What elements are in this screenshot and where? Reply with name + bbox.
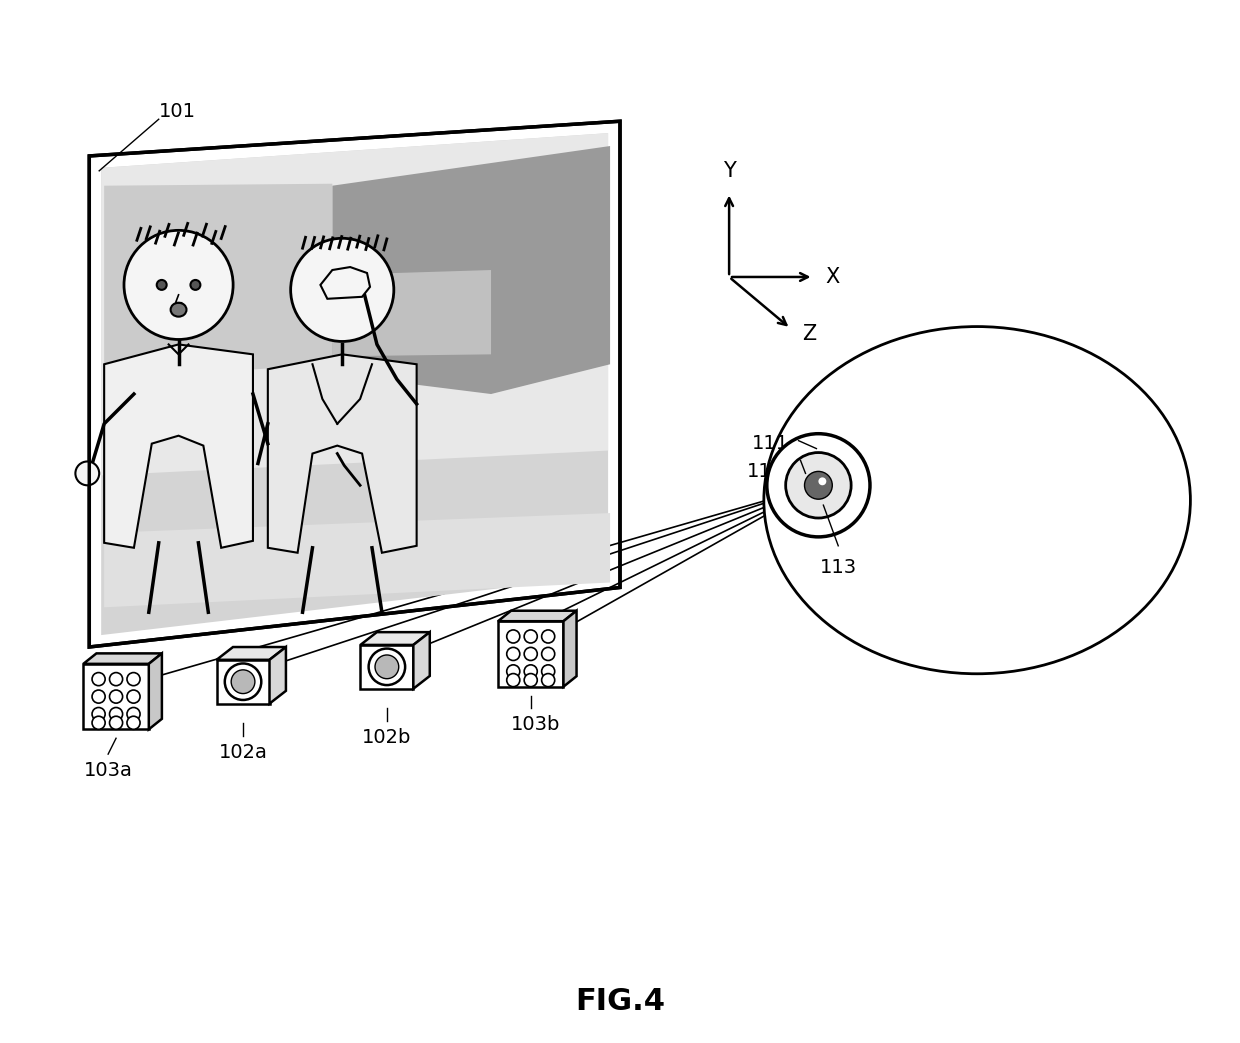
- Polygon shape: [149, 653, 162, 729]
- Text: Y: Y: [723, 161, 735, 180]
- Circle shape: [542, 648, 554, 660]
- Polygon shape: [498, 611, 577, 622]
- Circle shape: [374, 655, 399, 679]
- Circle shape: [126, 707, 140, 721]
- Polygon shape: [361, 645, 413, 688]
- Text: 113: 113: [820, 558, 857, 577]
- Circle shape: [109, 673, 123, 685]
- Polygon shape: [269, 647, 286, 704]
- Text: X: X: [826, 267, 839, 287]
- Circle shape: [507, 664, 520, 678]
- Ellipse shape: [764, 326, 1190, 674]
- Polygon shape: [89, 121, 620, 647]
- Circle shape: [92, 707, 105, 721]
- Text: 101: 101: [159, 102, 196, 121]
- Ellipse shape: [156, 280, 166, 290]
- Polygon shape: [217, 660, 269, 704]
- Circle shape: [224, 663, 262, 700]
- Circle shape: [76, 461, 99, 485]
- Circle shape: [109, 717, 123, 729]
- Polygon shape: [332, 270, 491, 357]
- Polygon shape: [361, 632, 430, 645]
- Ellipse shape: [171, 302, 186, 317]
- Circle shape: [92, 673, 105, 685]
- Circle shape: [126, 690, 140, 703]
- Polygon shape: [563, 611, 577, 686]
- Circle shape: [507, 674, 520, 686]
- Circle shape: [126, 717, 140, 729]
- Polygon shape: [332, 146, 610, 394]
- Text: 111: 111: [751, 434, 789, 453]
- Circle shape: [805, 471, 832, 500]
- Polygon shape: [104, 184, 332, 380]
- Circle shape: [92, 717, 105, 729]
- Polygon shape: [104, 344, 253, 548]
- Circle shape: [766, 434, 870, 537]
- Polygon shape: [83, 663, 149, 729]
- Polygon shape: [498, 622, 563, 686]
- Polygon shape: [102, 134, 608, 476]
- Polygon shape: [83, 653, 162, 663]
- Circle shape: [542, 674, 554, 686]
- Polygon shape: [320, 267, 370, 298]
- Circle shape: [368, 649, 405, 685]
- Circle shape: [525, 674, 537, 686]
- Circle shape: [525, 664, 537, 678]
- Circle shape: [231, 670, 255, 694]
- Circle shape: [525, 630, 537, 644]
- Circle shape: [786, 453, 851, 518]
- Circle shape: [525, 648, 537, 660]
- Circle shape: [542, 664, 554, 678]
- Text: 112: 112: [746, 462, 784, 481]
- Circle shape: [109, 707, 123, 721]
- Text: 103a: 103a: [83, 761, 133, 780]
- Text: 103b: 103b: [511, 715, 560, 734]
- Circle shape: [507, 630, 520, 644]
- Circle shape: [818, 478, 826, 485]
- Circle shape: [109, 690, 123, 703]
- Circle shape: [290, 238, 394, 341]
- Text: 102b: 102b: [362, 728, 412, 748]
- Circle shape: [124, 231, 233, 339]
- Text: 102a: 102a: [218, 744, 268, 762]
- Circle shape: [542, 630, 554, 644]
- Polygon shape: [268, 355, 417, 553]
- Circle shape: [507, 648, 520, 660]
- Circle shape: [92, 690, 105, 703]
- Ellipse shape: [191, 280, 201, 290]
- Circle shape: [126, 673, 140, 685]
- Text: Z: Z: [802, 323, 817, 343]
- Polygon shape: [104, 513, 610, 607]
- Text: FIG.4: FIG.4: [575, 987, 665, 1016]
- Polygon shape: [102, 134, 608, 635]
- Polygon shape: [217, 647, 286, 660]
- Polygon shape: [413, 632, 430, 688]
